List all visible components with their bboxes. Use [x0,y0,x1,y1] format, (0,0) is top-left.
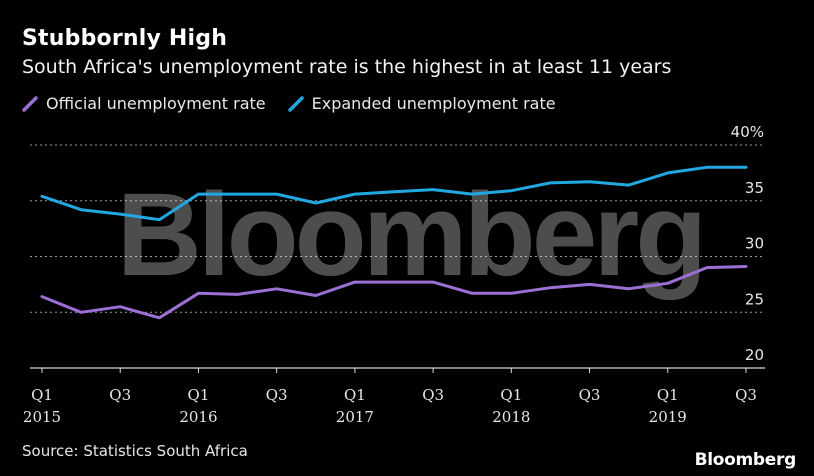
legend-item-expanded: Expanded unemployment rate [287,94,556,113]
legend-swatch-official [22,95,38,112]
chart-title: Stubbornly High [22,26,228,51]
y-tick-label: 30 [745,235,764,253]
series-line-official [40,265,748,320]
y-axis-labels: 40% 35 30 25 20 [731,123,764,364]
x-tick-label: Q1 [31,386,53,404]
x-tick-label: Q1 [500,386,522,404]
legend-item-official: Official unemployment rate [22,94,266,113]
x-tick-label: Q1 [188,386,210,404]
x-tick-year-label: 2016 [179,408,217,426]
x-tick-year-label: 2017 [336,408,374,426]
x-tick-label: Q3 [266,386,288,404]
y-tick-label: 40% [731,123,764,141]
series-line-expanded [40,165,748,222]
y-tick-label: 20 [745,346,764,364]
x-tick-year-label: 2019 [649,408,687,426]
x-axis: Q1 2015 Q3 Q1 2016 Q3 Q1 2017 Q3 Q1 2018 Q3 Q1 2019 Q3 [23,367,765,426]
x-tick-label: Q1 [657,386,679,404]
chart-subtitle: South Africa's unemployment rate is the … [22,56,672,78]
x-tick-label: Q3 [735,386,757,404]
x-tick-label: Q1 [344,386,366,404]
y-tick-label: 35 [745,179,764,197]
legend-label-expanded: Expanded unemployment rate [311,94,556,113]
x-tick-year-label: 2018 [492,408,530,426]
x-tick-label: Q3 [422,386,444,404]
y-tick-label: 25 [745,290,764,308]
source-note: Source: Statistics South Africa [22,442,248,460]
x-tick-label: Q3 [109,386,131,404]
x-tick-year-label: 2015 [23,408,61,426]
series-lines [40,165,748,320]
legend-label-official: Official unemployment rate [46,94,266,113]
brand-logo: Bloomberg [694,450,797,470]
chart-legend: Official unemployment rate Expanded unem… [22,94,556,113]
x-tick-label: Q3 [579,386,601,404]
legend-swatch-expanded [287,95,304,112]
